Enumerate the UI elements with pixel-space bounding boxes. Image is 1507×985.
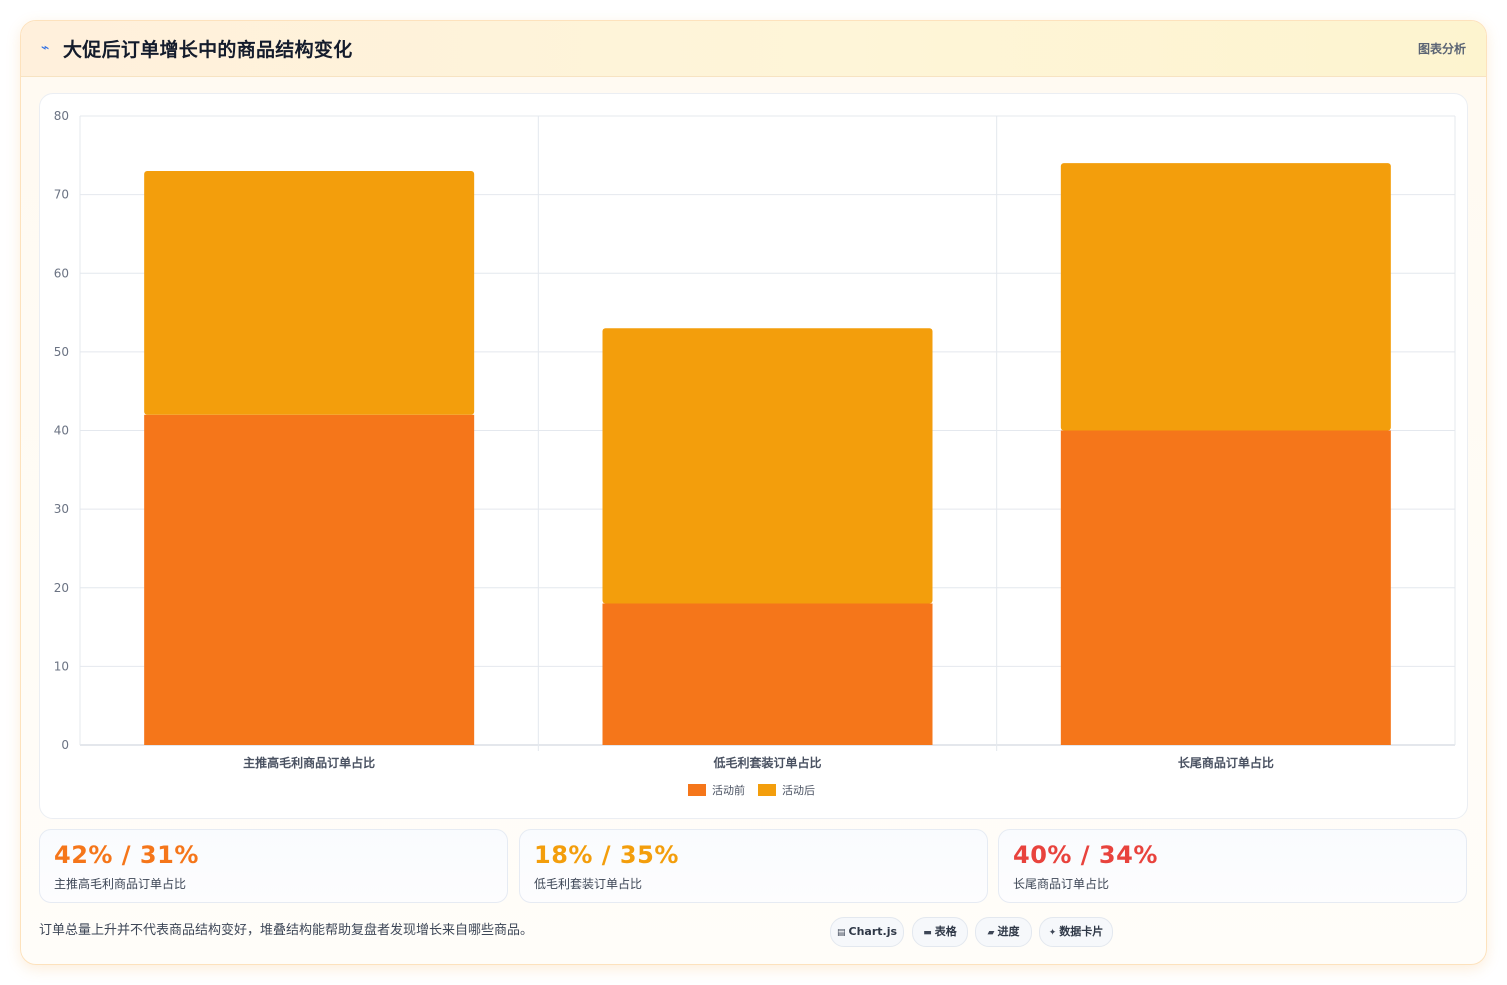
bar-after	[144, 171, 475, 415]
stat-card-high-margin: 42% / 31% 主推高毛利商品订单占比	[39, 829, 508, 903]
y-tick-label: 10	[54, 659, 69, 673]
sparkle-icon: ✦	[1048, 928, 1057, 938]
y-tick-label: 20	[54, 581, 69, 595]
footer-note: 订单总量上升并不代表商品结构变好，堆叠结构能帮助复盘者发现增长来自哪些商品。	[39, 923, 534, 938]
pill-label: 进度	[997, 925, 1020, 938]
lightning-icon: ⌁	[41, 40, 50, 56]
pill-table[interactable]: ▬ 表格	[912, 917, 968, 947]
stat-label: 长尾商品订单占比	[1013, 877, 1110, 891]
bar-before	[1060, 430, 1391, 745]
pill-label: 数据卡片	[1059, 925, 1104, 938]
stat-cards: 42% / 31% 主推高毛利商品订单占比 18% / 35% 低毛利套装订单占…	[39, 829, 1468, 903]
bar-before	[602, 603, 933, 745]
stat-value: 18% / 35%	[534, 841, 679, 869]
page-title: 大促后订单增长中的商品结构变化	[63, 39, 353, 61]
bar-after	[602, 328, 933, 604]
pill-progress[interactable]: ▰ 进度	[975, 917, 1032, 947]
card-header: ⌁ 大促后订单增长中的商品结构变化 图表分析	[21, 21, 1486, 77]
y-tick-label: 0	[61, 738, 69, 752]
pill-data-card[interactable]: ✦ 数据卡片	[1039, 917, 1113, 947]
y-tick-label: 30	[54, 502, 69, 516]
y-tick-label: 40	[54, 424, 69, 438]
chart-icon: ▤	[836, 928, 846, 938]
stat-card-long-tail: 40% / 34% 长尾商品订单占比	[998, 829, 1467, 903]
x-tick-label: 低毛利套装订单占比	[712, 755, 821, 770]
x-tick-label: 长尾商品订单占比	[1178, 755, 1274, 770]
legend-swatch	[688, 784, 706, 796]
legend-label: 活动前	[712, 783, 745, 797]
table-icon: ▬	[923, 928, 932, 938]
stat-label: 低毛利套装订单占比	[534, 877, 643, 891]
chart-analysis-tag: 图表分析	[1417, 42, 1466, 56]
stat-card-bundle: 18% / 35% 低毛利套装订单占比	[519, 829, 988, 903]
progress-icon: ▰	[987, 928, 995, 938]
stacked-bar-chart: 0 10 20 30 40 50 60 70 80 主推高毛利商品订单占比 低毛利套装订单占比 长尾商…	[54, 109, 1456, 797]
bar-before	[144, 414, 475, 745]
chart-panel: 0 10 20 30 40 50 60 70 80 主推高毛利商品订单占比 低毛利套装订单占比 长尾商…	[39, 93, 1468, 819]
chart-card: ⌁ 大促后订单增长中的商品结构变化 图表分析 0 10 20 30 40 50 60 70 80…	[20, 20, 1487, 965]
y-tick-label: 50	[54, 345, 69, 359]
bar-after	[1060, 163, 1391, 431]
legend-swatch	[758, 784, 776, 796]
legend-label: 活动后	[782, 784, 815, 797]
y-tick-label: 60	[54, 266, 69, 280]
stat-label: 主推高毛利商品订单占比	[54, 877, 187, 891]
pill-label: 表格	[934, 925, 957, 938]
stat-value: 40% / 34%	[1013, 841, 1158, 869]
pill-label: Chart.js	[848, 925, 898, 938]
y-tick-label: 80	[54, 109, 69, 123]
y-tick-label: 70	[54, 188, 69, 202]
pill-chartjs[interactable]: ▤ Chart.js	[830, 917, 904, 947]
x-tick-label: 主推高毛利商品订单占比	[243, 755, 375, 770]
stat-value: 42% / 31%	[54, 841, 199, 869]
